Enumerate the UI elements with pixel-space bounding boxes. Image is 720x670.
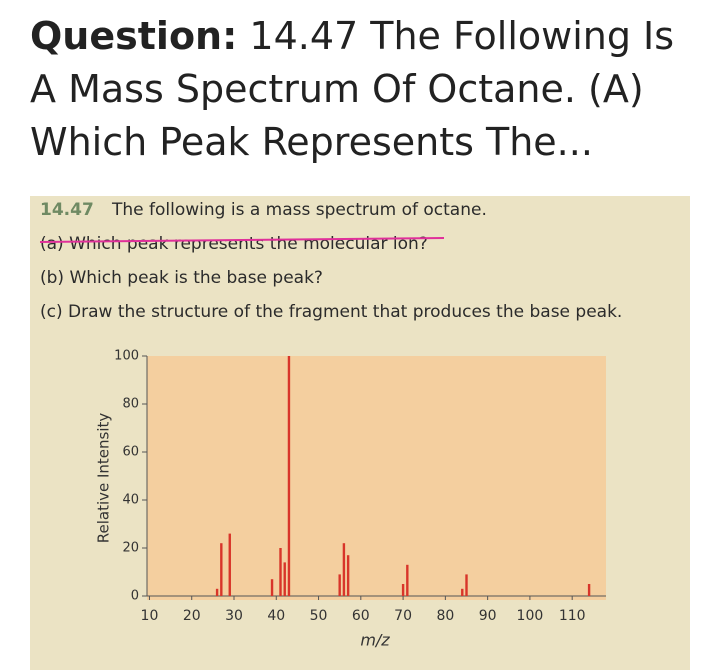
peak (338, 574, 341, 596)
x-tick-label: 110 (559, 608, 586, 624)
problem-part: (a) Which peak represents the molecular … (40, 234, 428, 254)
strike-line (39, 237, 445, 243)
problem-part: (b) Which peak is the base peak? (40, 268, 323, 288)
question-label: Question: (30, 14, 238, 58)
peak (220, 543, 223, 596)
x-tick-label: 50 (310, 608, 328, 624)
peak (465, 574, 468, 596)
x-tick-label: 70 (394, 608, 412, 624)
peak (406, 564, 409, 596)
y-tick-label: 40 (122, 493, 139, 508)
peak (270, 579, 274, 596)
peak (215, 588, 219, 596)
peak (401, 584, 405, 596)
peak (287, 356, 291, 596)
peak (342, 543, 346, 596)
x-tick-label: 20 (183, 608, 201, 624)
peak (461, 588, 464, 596)
plot-area (147, 356, 606, 600)
problem-intro: The following is a mass spectrum of octa… (111, 200, 487, 220)
x-tick-label: 100 (517, 608, 544, 624)
question-title: 14.47 The Following Is A Mass Spectrum O… (30, 14, 675, 164)
x-tick-label: 90 (479, 608, 497, 624)
question-header: Question: 14.47 The Following Is A Mass … (30, 10, 700, 169)
peak (587, 584, 591, 596)
y-tick-label: 80 (122, 397, 139, 412)
peak (283, 562, 286, 596)
y-tick-label: 20 (122, 541, 139, 556)
peak (346, 555, 350, 596)
problem-part: (c) Draw the structure of the fragment t… (40, 302, 622, 322)
y-tick-label: 60 (122, 445, 139, 460)
x-tick-label: 10 (141, 608, 159, 624)
x-tick-label: 80 (436, 608, 454, 624)
y-tick-label: 0 (131, 589, 139, 604)
y-tick-label: 100 (114, 349, 139, 364)
problem-number: 14.47 (40, 200, 94, 220)
x-tick-label: 60 (352, 608, 370, 624)
y-axis-label: Relative Intensity (95, 413, 113, 544)
peak (228, 533, 231, 596)
x-tick-label: 40 (267, 608, 285, 624)
peak (279, 548, 282, 596)
x-axis-label: m/z (360, 631, 390, 650)
x-tick-label: 30 (225, 608, 243, 624)
